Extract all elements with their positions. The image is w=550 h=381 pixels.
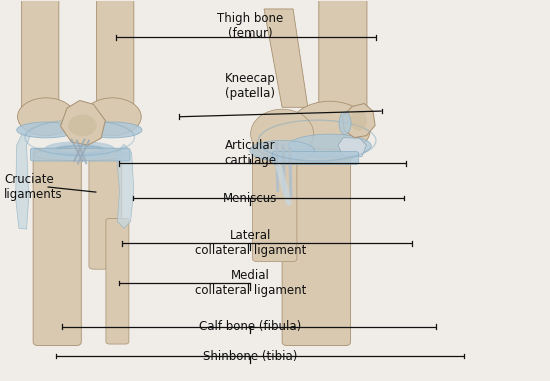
FancyBboxPatch shape <box>89 150 122 269</box>
Ellipse shape <box>68 114 97 136</box>
Polygon shape <box>15 134 31 229</box>
Text: Lateral
collateral ligament: Lateral collateral ligament <box>195 229 306 258</box>
Ellipse shape <box>83 122 142 138</box>
Polygon shape <box>342 104 375 138</box>
Ellipse shape <box>339 112 351 134</box>
FancyBboxPatch shape <box>97 0 134 118</box>
Text: Calf bone (fibula): Calf bone (fibula) <box>199 320 301 333</box>
Text: Shinbone (tibia): Shinbone (tibia) <box>203 350 298 363</box>
Text: Cruciate
ligaments: Cruciate ligaments <box>4 173 63 201</box>
FancyBboxPatch shape <box>282 153 350 346</box>
Ellipse shape <box>18 98 75 136</box>
Ellipse shape <box>276 149 356 163</box>
Text: Thigh bone
(femur): Thigh bone (femur) <box>217 12 283 40</box>
Polygon shape <box>338 138 366 157</box>
FancyBboxPatch shape <box>272 152 359 165</box>
Ellipse shape <box>350 110 367 131</box>
FancyBboxPatch shape <box>21 0 59 118</box>
Ellipse shape <box>288 134 371 158</box>
Text: Articular
cartilage: Articular cartilage <box>224 139 277 166</box>
Ellipse shape <box>84 98 141 136</box>
Ellipse shape <box>16 122 76 138</box>
Ellipse shape <box>250 140 315 161</box>
FancyBboxPatch shape <box>30 148 130 161</box>
Polygon shape <box>60 101 106 145</box>
Text: Meniscus: Meniscus <box>223 192 278 205</box>
FancyBboxPatch shape <box>106 218 129 344</box>
Polygon shape <box>264 9 308 107</box>
Text: Kneecap
(patella): Kneecap (patella) <box>225 72 276 101</box>
Text: Medial
collateral ligament: Medial collateral ligament <box>195 269 306 297</box>
Polygon shape <box>116 144 134 228</box>
FancyBboxPatch shape <box>319 0 367 118</box>
Ellipse shape <box>289 101 370 157</box>
Ellipse shape <box>33 149 127 161</box>
FancyBboxPatch shape <box>33 149 81 346</box>
FancyBboxPatch shape <box>252 146 297 262</box>
Ellipse shape <box>251 109 314 158</box>
